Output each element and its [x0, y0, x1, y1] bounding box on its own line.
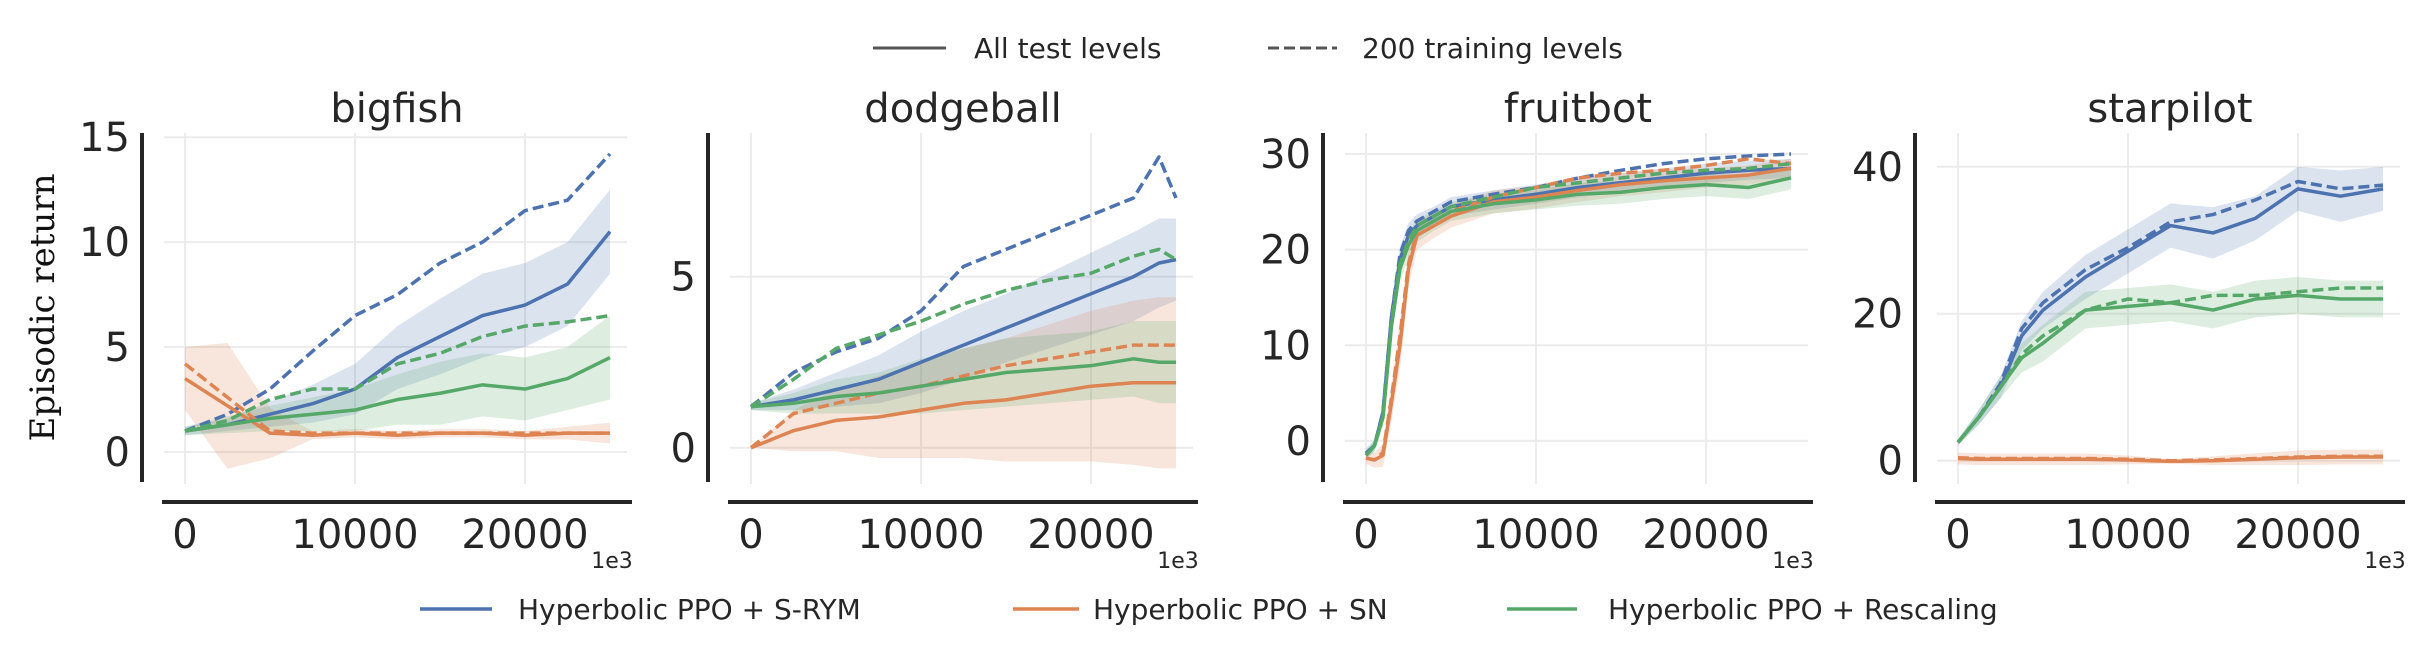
confidence-band [185, 342, 610, 469]
confidence-band [1958, 277, 2383, 446]
y-tick-label: 20 [1260, 228, 1311, 274]
series-line-rescaling-train [184, 313, 611, 433]
series-line-s-rym-train [749, 155, 1178, 409]
series-line-rescaling-train [750, 247, 1177, 409]
x-offset-label: 1e3 [1157, 549, 1199, 574]
x-tick-label: 10000 [1472, 512, 1599, 558]
series-line-rescaling-test [750, 357, 1176, 409]
confidence-band [751, 297, 1176, 469]
series-line-s-rym-train [184, 152, 612, 433]
legend-methods: Hyperbolic PPO + S-RYM Hyperbolic PPO + … [420, 593, 1998, 626]
confidence-band [185, 315, 610, 436]
series-line-sn-test [750, 381, 1176, 450]
panel-title: bigfish [330, 86, 463, 132]
x-tick-label: 20000 [1027, 512, 1154, 558]
y-tick-label: 0 [105, 430, 130, 476]
y-tick-label: 0 [1878, 439, 1903, 485]
y-tick-label: 0 [671, 426, 696, 472]
y-tick-label: 10 [1260, 323, 1311, 369]
x-tick-label: 20000 [461, 512, 588, 558]
panel-title: dodgeball [864, 86, 1061, 132]
legend-label-sn: Hyperbolic PPO + SN [1093, 593, 1388, 626]
x-offset-label: 1e3 [2364, 549, 2406, 574]
series-line-rescaling-train [1956, 286, 2383, 444]
legend-label-all-test-levels: All test levels [974, 32, 1161, 65]
x-tick-label: 0 [1353, 512, 1378, 558]
legend-label-200-training-levels: 200 training levels [1362, 32, 1623, 65]
y-axis-label: Episodic return [23, 174, 63, 442]
x-tick-label: 10000 [857, 512, 984, 558]
x-offset-label: 1e3 [591, 549, 633, 574]
series-line-s-rym-test [750, 257, 1177, 409]
x-tick-label: 10000 [2064, 512, 2191, 558]
y-tick-label: 20 [1852, 292, 1903, 338]
y-tick-label: 5 [105, 325, 130, 371]
confidence-band [1958, 449, 2383, 466]
confidence-band [1366, 166, 1791, 461]
confidence-band [751, 218, 1176, 411]
x-tick-label: 20000 [1642, 512, 1769, 558]
x-tick-label: 0 [172, 512, 197, 558]
series-line-sn-train [1957, 454, 2383, 463]
series-line-sn-train [749, 343, 1176, 450]
legend-label-rescaling: Hyperbolic PPO + Rescaling [1608, 593, 1998, 626]
x-offset-label: 1e3 [1772, 549, 1814, 574]
legend-splits: All test levels 200 training levels [873, 32, 1623, 65]
x-tick-label: 10000 [291, 512, 418, 558]
x-tick-label: 20000 [2234, 512, 2361, 558]
series-line-sn-train [1365, 157, 1792, 462]
panel-title: starpilot [2087, 86, 2252, 132]
series-line-rescaling-test [184, 355, 611, 433]
panel-title: fruitbot [1504, 86, 1652, 132]
y-tick-label: 15 [79, 115, 130, 161]
x-tick-label: 0 [738, 512, 763, 558]
legend-label-s-rym: Hyperbolic PPO + S-RYM [518, 593, 861, 626]
y-tick-label: 10 [79, 220, 130, 266]
x-tick-label: 0 [1945, 512, 1970, 558]
y-tick-label: 30 [1260, 132, 1311, 178]
confidence-band [185, 189, 610, 436]
y-tick-label: 0 [1286, 419, 1311, 465]
y-tick-label: 40 [1852, 145, 1903, 191]
y-tick-label: 5 [671, 255, 696, 301]
series-line-rescaling-train [1364, 161, 1792, 457]
series-line-s-rym-train [1956, 179, 2384, 444]
series-line-s-rym-train [1364, 152, 1792, 455]
